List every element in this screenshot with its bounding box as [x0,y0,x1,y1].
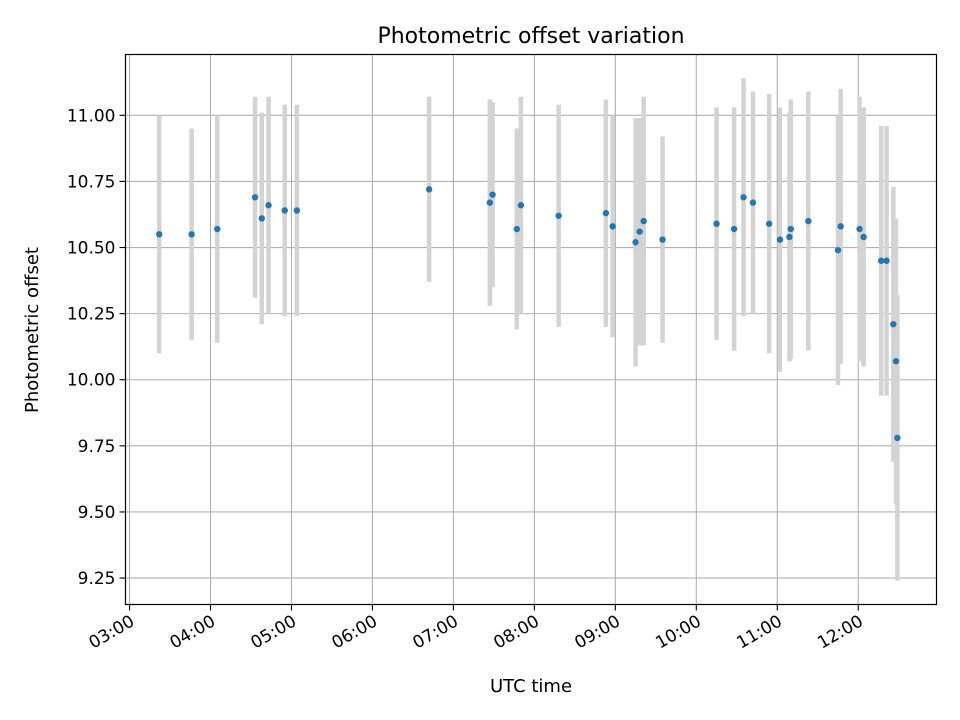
x-tick-label: 09:00 [571,612,623,654]
data-point [636,228,643,235]
data-point [293,207,301,214]
data-point [632,239,639,246]
data-point [837,223,844,230]
data-point [489,191,496,198]
data-point [602,209,610,217]
data-point [555,212,562,219]
data-point [425,186,433,193]
y-tick-label: 9.50 [78,503,116,523]
data-point [513,225,521,233]
data-point [892,358,900,365]
data-point [156,231,163,238]
y-tick-label: 10.50 [67,239,116,259]
data-point [894,434,901,442]
x-tick-label: 12:00 [814,612,866,654]
data-point [776,236,784,243]
data-point [883,257,890,264]
data-point [890,321,897,328]
data-point [517,202,525,209]
data-point [877,257,885,264]
data-point [214,225,221,233]
x-tick-label: 05:00 [248,612,300,654]
data-point [659,236,666,243]
y-tick-label: 10.75 [67,172,116,192]
y-tick-label: 11.00 [67,106,116,126]
y-tick-label: 10.25 [67,305,116,325]
data-point [787,225,794,233]
data-point [640,217,647,225]
x-tick-label: 04:00 [167,612,219,654]
error-bars [156,78,900,581]
data-point [765,220,773,227]
data-point [786,233,793,241]
y-axis-ticks: 9.25 9.50 9.75 10.00 10.25 10.50 10.75 11.00 [67,106,126,589]
data-point [730,225,738,233]
data-point [251,194,259,201]
chart-title: Photometric offset variation [377,24,684,49]
data-point [265,202,272,209]
x-tick-label: 11:00 [733,612,785,654]
x-axis-label: UTC time [490,676,572,697]
data-point [860,233,867,241]
x-tick-label: 10:00 [652,612,704,654]
data-point [856,225,863,233]
x-tick-label: 08:00 [490,612,542,654]
x-tick-label: 03:00 [86,612,138,654]
x-axis-ticks: 03:00 04:00 05:00 06:00 07:00 08:00 09:00 10:00… [86,604,867,654]
data-point [713,220,720,227]
y-tick-label: 9.75 [78,437,116,457]
data-points [156,186,901,442]
data-point [609,223,616,230]
data-point [281,207,288,214]
plot-frame [124,53,938,606]
y-tick-label: 10.00 [67,371,116,391]
data-point [188,231,195,238]
data-point [258,215,265,222]
data-point [834,246,842,254]
x-tick-label: 06:00 [329,612,381,654]
data-point [740,194,747,201]
grid [125,54,937,605]
data-point [486,199,494,206]
y-tick-label: 9.25 [78,569,116,589]
y-axis-label: Photometric offset [22,247,43,413]
x-tick-label: 07:00 [409,612,461,654]
data-point [805,217,812,225]
data-point [749,199,757,206]
